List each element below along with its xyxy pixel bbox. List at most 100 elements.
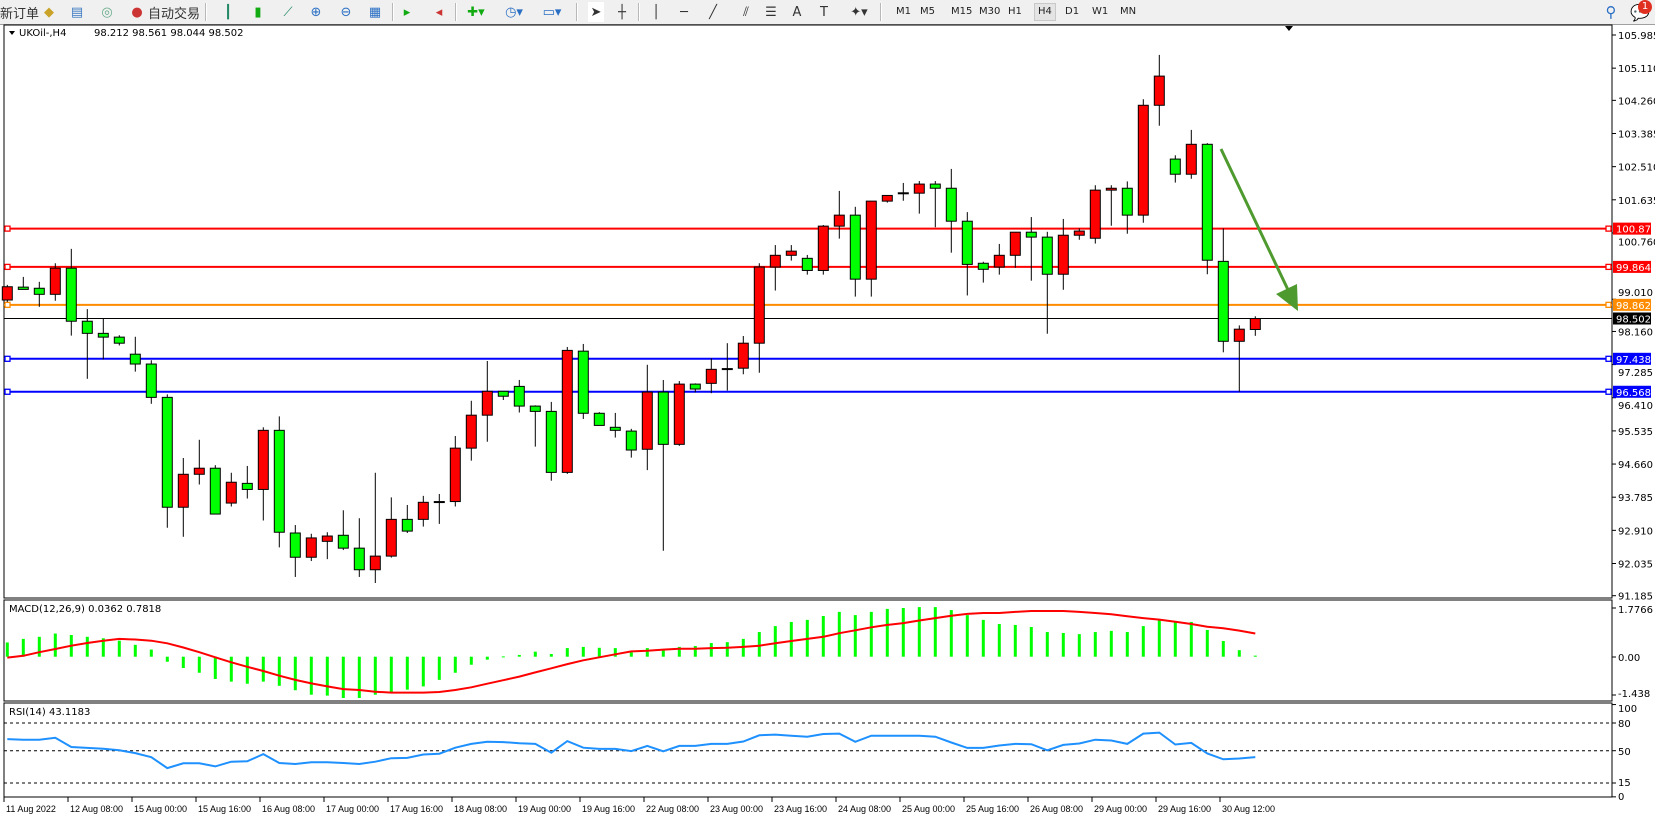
macd-histogram-bar — [533, 651, 537, 657]
candle-bear — [33, 287, 45, 295]
templates-icon[interactable]: ▭▾ — [542, 4, 562, 20]
equidistant-channel-icon[interactable]: ⫽ — [743, 4, 749, 20]
timeframe-h1[interactable]: H1 — [1008, 6, 1022, 17]
trend-arrow-head-icon[interactable] — [1276, 284, 1298, 311]
candle-bear — [241, 482, 253, 490]
timeframe-m5[interactable]: M5 — [920, 6, 935, 17]
macd-histogram-bar — [517, 654, 521, 657]
macd-histogram-bar — [853, 615, 857, 657]
candle-bear — [609, 426, 621, 431]
fibonacci-icon[interactable]: ☰ — [765, 4, 777, 20]
signals-icon[interactable]: ◎ — [101, 4, 113, 20]
macd-histogram-bar — [197, 656, 201, 673]
macd-histogram-bar — [501, 656, 505, 658]
macd-histogram-bar — [725, 642, 729, 657]
data-window-icon[interactable]: ▤ — [70, 4, 84, 20]
zoom-in-icon[interactable]: ⊕ — [310, 4, 322, 20]
timeframe-m15[interactable]: M15 — [951, 6, 973, 17]
level-handle-right[interactable] — [1605, 301, 1612, 309]
shapes-icon[interactable]: ✦▾ — [850, 4, 868, 20]
time-label: 16 Aug 08:00 — [262, 804, 315, 814]
candle-bear — [801, 257, 813, 271]
candle-bull — [993, 254, 1005, 268]
level-handle-left[interactable] — [4, 388, 11, 395]
candle-bull — [1073, 230, 1085, 236]
periods-icon[interactable]: ◷▾ — [505, 4, 523, 20]
bar-chart-icon[interactable]: ┃ — [224, 4, 232, 20]
macd-histogram-bar — [949, 610, 953, 657]
auto-trading-button[interactable]: 自动交易 — [148, 6, 201, 22]
macd-histogram-bar — [485, 656, 489, 660]
candle-bull — [1137, 104, 1149, 216]
candle-bear — [337, 534, 349, 549]
auto-scroll-icon[interactable]: ▸ — [403, 4, 411, 20]
zoom-out-icon[interactable]: ⊖ — [340, 4, 352, 20]
level-handle-right[interactable] — [1605, 225, 1612, 232]
candle-bull — [865, 200, 877, 280]
search-icon[interactable]: ⚲ — [1605, 3, 1617, 21]
text-icon[interactable]: A — [792, 4, 802, 20]
horizontal-line-icon[interactable]: ─ — [680, 4, 688, 20]
level-handle-left[interactable] — [4, 225, 11, 232]
candlestick-icon[interactable]: ▮ — [254, 4, 262, 20]
macd-histogram-bar — [885, 608, 889, 657]
level-handle-left[interactable] — [4, 263, 11, 271]
level-handle-right[interactable] — [1605, 388, 1612, 395]
macd-histogram-bar — [469, 656, 473, 665]
timeframe-m30[interactable]: M30 — [979, 6, 1001, 17]
level-price-label: 99.864 — [1616, 263, 1651, 274]
macd-histogram-bar — [405, 656, 409, 690]
price-tick-label: 101.635 — [1618, 196, 1655, 207]
chart-menu-triangle-icon[interactable] — [9, 31, 15, 35]
price-tick-label: 92.035 — [1618, 559, 1653, 570]
timeframe-m1[interactable]: M1 — [896, 6, 911, 17]
candle-bull — [481, 390, 493, 416]
notification-badge: 1 — [1638, 0, 1652, 14]
timeframe-w1[interactable]: W1 — [1092, 6, 1109, 17]
time-label: 25 Aug 00:00 — [902, 804, 955, 814]
trendline-icon[interactable]: ╱ — [709, 4, 717, 20]
timeframe-mn[interactable]: MN — [1120, 6, 1137, 17]
timeframe-d1[interactable]: D1 — [1065, 6, 1080, 17]
price-tick-label: 92.910 — [1618, 526, 1653, 537]
candle-bear — [497, 390, 509, 397]
tile-windows-icon[interactable]: ▦ — [368, 4, 382, 20]
macd-histogram-bar — [21, 638, 25, 657]
notifications-icon[interactable]: 💬 1 — [1628, 0, 1652, 22]
cursor-icon[interactable]: ➤ — [588, 2, 604, 22]
macd-histogram-bar — [1029, 627, 1033, 657]
price-tick-label: 95.535 — [1618, 427, 1653, 438]
price-tick-label: 105.985 — [1618, 31, 1655, 42]
macd-histogram-bar — [837, 611, 841, 657]
trend-arrow-line[interactable] — [1219, 148, 1292, 295]
new-chart-icon[interactable]: ✚▾ — [467, 4, 485, 20]
chart-shift-icon[interactable]: ◂ — [435, 4, 443, 20]
candle-bull — [753, 266, 765, 344]
macd-histogram-bar — [1125, 632, 1129, 657]
candle-bear — [545, 410, 557, 473]
macd-histogram-bar — [789, 621, 793, 657]
crosshair-icon[interactable]: ┼ — [618, 4, 626, 20]
text-label-icon[interactable]: T — [820, 4, 828, 20]
macd-histogram-bar — [581, 646, 585, 657]
chart-window[interactable]: UKOil-,H4 98.212 98.561 98.044 98.502 105.… — [0, 24, 1655, 820]
level-handle-right[interactable] — [1605, 263, 1612, 271]
level-handle-right[interactable] — [1605, 355, 1612, 362]
timeframe-h4[interactable]: H4 — [1034, 3, 1056, 21]
level-handle-left[interactable] — [4, 301, 11, 309]
macd-histogram-bar — [917, 607, 921, 657]
experts-icon[interactable]: ◆ — [44, 4, 54, 20]
time-label: 11 Aug 2022 — [6, 804, 56, 814]
line-chart-icon[interactable]: ⟋ — [283, 4, 293, 20]
chart-shift-marker-icon[interactable] — [1285, 26, 1293, 31]
separator — [205, 3, 207, 21]
auto-trading-icon[interactable]: ● — [131, 4, 143, 20]
current-price-tag — [1613, 312, 1651, 325]
time-label: 15 Aug 16:00 — [198, 804, 251, 814]
new-order-button[interactable]: 新订单 — [0, 6, 40, 22]
macd-histogram-bar — [1141, 626, 1145, 657]
level-handle-left[interactable] — [4, 355, 11, 362]
macd-histogram-bar — [357, 656, 361, 698]
candle-bull — [369, 555, 381, 571]
vertical-line-icon[interactable]: │ — [652, 4, 660, 20]
